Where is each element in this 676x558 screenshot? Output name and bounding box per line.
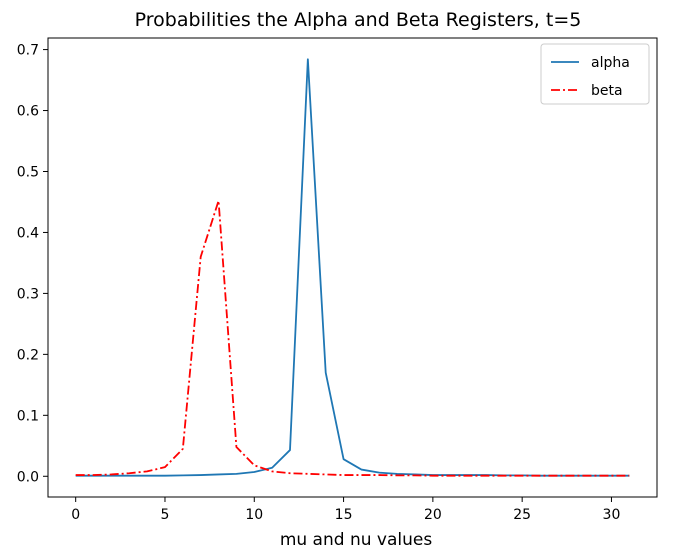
y-tick-label: 0.1 [17,408,39,424]
x-tick-label: 25 [513,507,531,523]
chart-title: Probabilities the Alpha and Beta Registe… [135,9,582,31]
legend-label-beta: beta [591,83,623,99]
y-tick-label: 0.7 [17,43,39,59]
x-tick-label: 0 [71,507,80,523]
legend-label-alpha: alpha [591,55,630,71]
x-tick-label: 20 [424,507,442,523]
series-line-alpha [75,58,630,477]
series-line-beta [75,199,630,477]
y-tick-label: 0.3 [17,286,39,302]
legend: alpha beta [540,43,650,105]
legend-box [540,43,650,105]
x-axis-label: mu and nu values [280,530,433,550]
x-tick-label: 5 [161,507,170,523]
y-tick-label: 0.2 [17,347,39,363]
x-tick-label: 10 [245,507,263,523]
x-tick-label: 15 [335,507,353,523]
y-tick-label: 0.6 [17,104,39,120]
y-tick-label: 0.0 [17,469,39,485]
y-tick-label: 0.5 [17,164,39,180]
x-tick-label: 30 [603,507,621,523]
plot-frame [47,37,658,498]
y-tick-label: 0.4 [17,225,39,241]
